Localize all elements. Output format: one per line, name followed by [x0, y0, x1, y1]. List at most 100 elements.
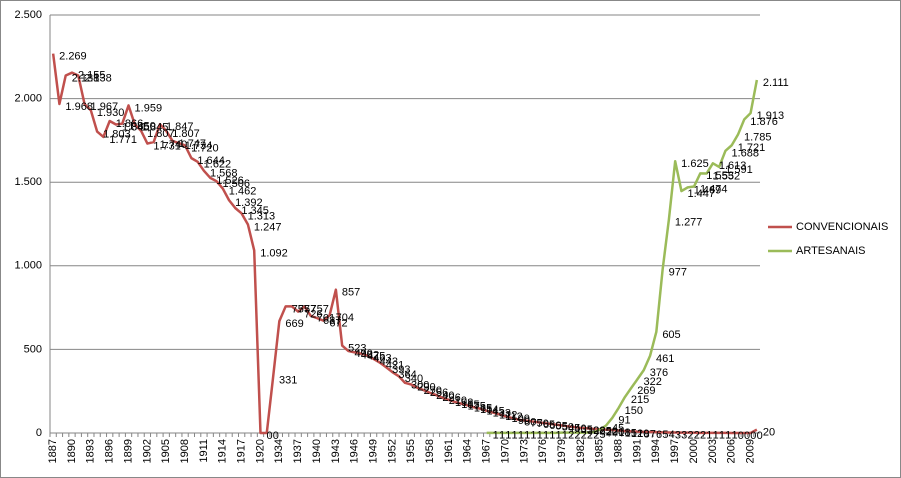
data-label: 1.506 [223, 178, 251, 190]
data-label: 7 [650, 429, 656, 441]
data-label: 269 [637, 385, 655, 397]
data-label: 240 [436, 390, 454, 402]
data-label: 1 [493, 430, 499, 442]
data-label: 40 [574, 423, 586, 435]
data-label: 1.469 [694, 184, 722, 196]
data-label: 55 [556, 421, 568, 433]
data-label: 1.644 [197, 155, 225, 167]
x-tick-label: 1997 [669, 439, 681, 463]
data-label: 393 [392, 364, 410, 376]
x-tick-label: 1985 [594, 439, 606, 463]
x-tick-label: 1973 [518, 439, 530, 463]
x-tick-label: 1982 [575, 439, 587, 463]
x-tick-label: 1988 [613, 439, 625, 463]
data-label: 0 [744, 430, 750, 442]
data-label: 6 [656, 429, 662, 441]
data-label: 25 [599, 426, 611, 438]
data-label: 15 [625, 427, 637, 439]
data-label: 1.734 [185, 140, 213, 152]
data-label: 2.155 [78, 70, 106, 82]
data-label: 1 [706, 430, 712, 442]
data-label: 1.277 [675, 216, 703, 228]
data-label: 605 [662, 329, 680, 341]
data-label: 20 [606, 427, 618, 439]
x-tick-label: 1991 [631, 439, 643, 463]
data-label: 185 [461, 399, 479, 411]
data-label: 1 [725, 430, 731, 442]
x-tick-label: 1934 [273, 439, 285, 463]
data-label: 1 [713, 430, 719, 442]
data-label: 1 [512, 430, 518, 442]
data-label: 1.785 [744, 131, 772, 143]
data-label: 443 [380, 356, 398, 368]
data-label: 1.247 [254, 221, 282, 233]
data-label: 1.392 [235, 197, 263, 209]
data-label: 1.462 [229, 185, 257, 197]
data-label: 256 [430, 387, 448, 399]
data-label: 198 [455, 397, 473, 409]
x-tick-label: 1905 [160, 439, 172, 463]
data-label: 75 [530, 417, 542, 429]
data-label: 1.807 [147, 128, 175, 140]
data-label: 669 [285, 318, 303, 330]
x-tick-label: 1902 [141, 439, 153, 463]
y-tick-label: 2.500 [14, 9, 42, 21]
data-label: 20 [763, 427, 775, 439]
x-tick-label: 1890 [66, 439, 78, 463]
x-tick-label: 1908 [179, 439, 191, 463]
data-label: 0 [266, 430, 272, 442]
data-label: 1 [719, 430, 725, 442]
data-label: 1.553 [706, 170, 734, 182]
data-label: 1.845 [122, 121, 150, 133]
x-tick-label: 2006 [726, 439, 738, 463]
data-label: 1.688 [731, 148, 759, 160]
data-label: 1.552 [713, 170, 741, 182]
data-label: 857 [342, 287, 360, 299]
data-label: 90 [518, 415, 530, 427]
data-label: 1.866 [116, 118, 144, 130]
x-tick-label: 1920 [254, 439, 266, 463]
data-label: 1.850 [128, 121, 156, 133]
data-label: 0 [273, 430, 279, 442]
data-label: 22 [606, 426, 618, 438]
data-label: 1 [530, 430, 536, 442]
data-label: 463 [373, 352, 391, 364]
x-tick-label: 1979 [556, 439, 568, 463]
data-label: 1.930 [97, 107, 125, 119]
data-label: 45 [612, 422, 624, 434]
data-label: 1.568 [210, 168, 238, 180]
data-label: 91 [618, 415, 630, 427]
data-label: 65 [543, 419, 555, 431]
data-label: 704 [336, 312, 354, 324]
data-label: 421 [386, 360, 404, 372]
data-label: 1 [731, 430, 737, 442]
data-label: 2 [568, 430, 574, 442]
data-label: 2.269 [59, 51, 87, 63]
data-label: 322 [643, 376, 661, 388]
data-label: 1 [556, 430, 562, 442]
data-label: 210 [449, 395, 467, 407]
x-tick-label: 1946 [349, 439, 361, 463]
data-label: 1.721 [738, 142, 766, 154]
data-label: 1.313 [248, 210, 276, 222]
data-label: 10 [637, 428, 649, 440]
x-tick-label: 2003 [707, 439, 719, 463]
data-label: 1.740 [160, 139, 188, 151]
data-label: 1.959 [135, 102, 163, 114]
data-label: 1 [518, 430, 524, 442]
data-label: 1.747 [179, 138, 207, 150]
data-label: 20 [612, 427, 624, 439]
data-label: 3 [675, 429, 681, 441]
x-tick-label: 1893 [85, 439, 97, 463]
data-label: 145 [486, 406, 504, 418]
data-label: 340 [405, 373, 423, 385]
data-label: 122 [499, 410, 517, 422]
data-label: 461 [656, 353, 674, 365]
legend-label: CONVENCIONAIS [796, 221, 888, 233]
data-label: 4 [669, 429, 675, 441]
data-label: 2 [574, 430, 580, 442]
data-label: 2 [694, 430, 700, 442]
x-tick-label: 1887 [47, 439, 59, 463]
data-label: 8 [643, 429, 649, 441]
